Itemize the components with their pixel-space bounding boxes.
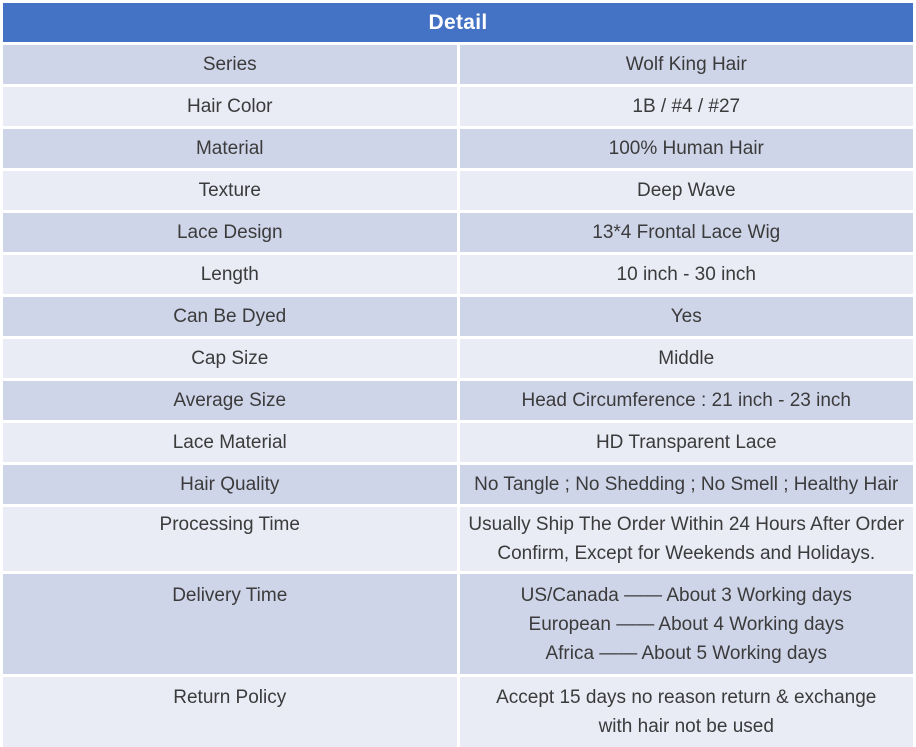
row-label: Can Be Dyed bbox=[3, 297, 457, 336]
row-label: Series bbox=[3, 45, 457, 84]
table-row-hair-quality: Hair Quality No Tangle ; No Shedding ; N… bbox=[3, 465, 913, 504]
value-line: 1B / #4 / #27 bbox=[632, 96, 741, 117]
value-line: US/Canada —— About 3 Working days bbox=[520, 585, 852, 606]
row-label: Average Size bbox=[3, 381, 457, 420]
row-value: 100% Human Hair bbox=[459, 129, 913, 168]
value-line: Africa —— About 5 Working days bbox=[545, 643, 828, 664]
row-label: Lace Material bbox=[3, 423, 457, 462]
value-line: Confirm, Except for Weekends and Holiday… bbox=[497, 543, 876, 564]
table-row-cap-size: Cap Size Middle bbox=[3, 339, 913, 378]
table-row-series: Series Wolf King Hair bbox=[3, 45, 913, 84]
row-value: HD Transparent Lace bbox=[459, 423, 913, 462]
row-value: Middle bbox=[459, 339, 913, 378]
row-value: Wolf King Hair bbox=[459, 45, 913, 84]
row-label: Processing Time bbox=[3, 507, 457, 571]
value-line: 13*4 Frontal Lace Wig bbox=[592, 222, 781, 243]
table-row-average-size: Average Size Head Circumference : 21 inc… bbox=[3, 381, 913, 420]
table-header-row: Detail bbox=[3, 3, 913, 42]
row-value: Usually Ship The Order Within 24 Hours A… bbox=[459, 507, 913, 571]
row-value: 10 inch - 30 inch bbox=[459, 255, 913, 294]
row-value: 13*4 Frontal Lace Wig bbox=[459, 213, 913, 252]
value-line: Wolf King Hair bbox=[625, 54, 747, 75]
row-value: Deep Wave bbox=[459, 171, 913, 210]
value-line: Usually Ship The Order Within 24 Hours A… bbox=[468, 514, 905, 535]
row-value: 1B / #4 / #27 bbox=[459, 87, 913, 126]
table-row-processing-time: Processing Time Usually Ship The Order W… bbox=[3, 507, 913, 571]
value-line: Head Circumference : 21 inch - 23 inch bbox=[521, 390, 852, 411]
row-value: Yes bbox=[459, 297, 913, 336]
row-label: Return Policy bbox=[3, 677, 457, 747]
row-value: Accept 15 days no reason return & exchan… bbox=[459, 677, 913, 747]
value-line: 100% Human Hair bbox=[608, 138, 764, 159]
row-label: Cap Size bbox=[3, 339, 457, 378]
row-value: Head Circumference : 21 inch - 23 inch bbox=[459, 381, 913, 420]
row-label: Length bbox=[3, 255, 457, 294]
table-row-return-policy: Return Policy Accept 15 days no reason r… bbox=[3, 677, 913, 747]
table-row-texture: Texture Deep Wave bbox=[3, 171, 913, 210]
row-value: No Tangle ; No Shedding ; No Smell ; Hea… bbox=[459, 465, 913, 504]
value-line: 10 inch - 30 inch bbox=[616, 264, 756, 285]
value-line: Deep Wave bbox=[636, 180, 736, 201]
table-row-hair-color: Hair Color 1B / #4 / #27 bbox=[3, 87, 913, 126]
row-label: Delivery Time bbox=[3, 574, 457, 674]
table-row-length: Length 10 inch - 30 inch bbox=[3, 255, 913, 294]
value-line: No Tangle ; No Shedding ; No Smell ; Hea… bbox=[474, 474, 899, 495]
table-row-can-be-dyed: Can Be Dyed Yes bbox=[3, 297, 913, 336]
value-line: with hair not be used bbox=[598, 716, 774, 737]
row-value: US/Canada —— About 3 Working days Europe… bbox=[459, 574, 913, 674]
table-row-lace-material: Lace Material HD Transparent Lace bbox=[3, 423, 913, 462]
row-label: Lace Design bbox=[3, 213, 457, 252]
value-line: Yes bbox=[670, 306, 702, 327]
table-row-lace-design: Lace Design 13*4 Frontal Lace Wig bbox=[3, 213, 913, 252]
row-label: Texture bbox=[3, 171, 457, 210]
table-row-material: Material 100% Human Hair bbox=[3, 129, 913, 168]
row-label: Hair Quality bbox=[3, 465, 457, 504]
value-line: HD Transparent Lace bbox=[595, 432, 777, 453]
table-title: Detail bbox=[3, 3, 913, 42]
row-label: Material bbox=[3, 129, 457, 168]
value-line: Accept 15 days no reason return & exchan… bbox=[496, 687, 877, 708]
value-line: European —— About 4 Working days bbox=[528, 614, 844, 635]
table-row-delivery-time: Delivery Time US/Canada —— About 3 Worki… bbox=[3, 574, 913, 674]
row-label: Hair Color bbox=[3, 87, 457, 126]
value-line: Middle bbox=[658, 348, 715, 369]
